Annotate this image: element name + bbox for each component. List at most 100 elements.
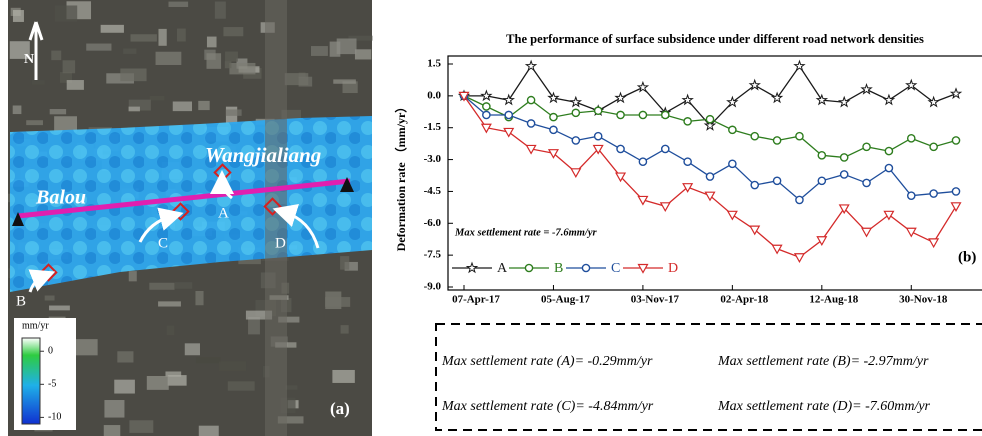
building bbox=[355, 49, 371, 59]
data-point bbox=[662, 145, 669, 152]
building bbox=[45, 296, 55, 301]
point-label: A bbox=[218, 205, 229, 221]
data-point bbox=[684, 118, 691, 125]
data-point bbox=[796, 196, 803, 203]
point-label: C bbox=[158, 235, 168, 251]
building bbox=[123, 48, 136, 53]
building bbox=[13, 105, 22, 114]
data-point bbox=[841, 154, 848, 161]
data-point bbox=[571, 169, 580, 177]
data-point bbox=[595, 107, 602, 114]
data-point bbox=[907, 228, 916, 236]
data-point bbox=[639, 158, 646, 165]
data-point bbox=[706, 173, 713, 180]
data-point bbox=[684, 158, 691, 165]
data-point bbox=[616, 93, 626, 102]
y-tick-label: 1.5 bbox=[427, 58, 441, 70]
building bbox=[165, 371, 181, 376]
building bbox=[177, 29, 186, 42]
x-tick-label: 03-Nov-17 bbox=[631, 294, 680, 306]
building bbox=[63, 60, 76, 73]
colorbar-tick-label: -5 bbox=[48, 379, 56, 390]
summary-text: Max settlement rate (A)= -0.29mm/yr bbox=[441, 354, 653, 369]
building bbox=[26, 120, 43, 125]
data-point bbox=[504, 95, 514, 104]
building bbox=[229, 63, 255, 74]
building bbox=[129, 107, 140, 112]
panel-label: (a) bbox=[330, 399, 350, 418]
building bbox=[340, 256, 349, 270]
data-point bbox=[483, 103, 490, 110]
colorbar-unit: mm/yr bbox=[22, 320, 49, 331]
data-point bbox=[483, 111, 490, 118]
data-point bbox=[773, 177, 780, 184]
building bbox=[49, 306, 70, 311]
building bbox=[156, 52, 182, 65]
data-point bbox=[817, 95, 827, 104]
building bbox=[117, 351, 133, 362]
building bbox=[175, 282, 192, 289]
point-label: D bbox=[275, 235, 286, 251]
building bbox=[158, 29, 166, 46]
colorbar-tick-label: -10 bbox=[48, 412, 61, 423]
building bbox=[333, 79, 356, 83]
data-point bbox=[818, 152, 825, 159]
data-point bbox=[884, 95, 894, 104]
data-point bbox=[952, 203, 961, 211]
building bbox=[120, 69, 146, 82]
building bbox=[101, 25, 124, 33]
building bbox=[285, 73, 309, 85]
figure: Wangjialiang Balou A B C D N mm/yr 0-5-1… bbox=[0, 0, 982, 436]
data-point bbox=[795, 61, 805, 70]
data-point bbox=[951, 89, 961, 98]
data-point bbox=[885, 164, 892, 171]
data-point bbox=[908, 192, 915, 199]
y-tick-label: -6.0 bbox=[424, 217, 442, 229]
data-point bbox=[728, 211, 737, 219]
data-point bbox=[817, 237, 826, 245]
building bbox=[150, 96, 165, 100]
building bbox=[228, 381, 255, 390]
map-panel: Wangjialiang Balou A B C D N mm/yr 0-5-1… bbox=[8, 0, 373, 436]
y-axis-label: Deformation rate （mm/yr） bbox=[393, 101, 408, 252]
summary-text: Max settlement rate (D)= -7.60mm/yr bbox=[717, 399, 931, 414]
building bbox=[129, 271, 137, 281]
page: Wangjialiang Balou A B C D N mm/yr 0-5-1… bbox=[0, 0, 982, 436]
legend-label: D bbox=[668, 261, 678, 276]
data-point bbox=[482, 91, 492, 100]
building bbox=[206, 53, 221, 69]
chart-title: The performance of surface subsidence un… bbox=[506, 32, 924, 46]
series-line bbox=[464, 96, 956, 200]
data-point bbox=[729, 126, 736, 133]
panel-label: (b) bbox=[958, 249, 976, 265]
legend-label: C bbox=[611, 261, 620, 276]
building bbox=[196, 357, 221, 363]
building bbox=[341, 325, 349, 333]
annotation: Max settlement rate = -7.6mm/yr bbox=[454, 227, 598, 238]
north-label: N bbox=[24, 52, 34, 67]
data-point bbox=[930, 190, 937, 197]
x-tick-label: 05-Aug-17 bbox=[541, 294, 590, 306]
building bbox=[225, 61, 232, 68]
data-point bbox=[729, 160, 736, 167]
data-point bbox=[908, 135, 915, 142]
data-point bbox=[952, 137, 959, 144]
data-point bbox=[862, 228, 871, 236]
summary-text: Max settlement rate (B)= -2.97mm/yr bbox=[717, 354, 929, 369]
data-point bbox=[550, 113, 557, 120]
building bbox=[158, 301, 181, 306]
colorbar bbox=[22, 338, 40, 424]
data-point bbox=[884, 211, 893, 219]
data-point bbox=[862, 85, 872, 94]
data-point bbox=[638, 82, 648, 91]
data-point bbox=[839, 97, 849, 106]
data-point bbox=[751, 181, 758, 188]
data-point bbox=[617, 111, 624, 118]
point-label: B bbox=[16, 293, 26, 309]
data-point bbox=[527, 120, 534, 127]
data-point bbox=[505, 111, 512, 118]
data-point bbox=[662, 111, 669, 118]
building bbox=[215, 1, 226, 18]
building bbox=[76, 339, 98, 355]
building bbox=[199, 426, 219, 436]
